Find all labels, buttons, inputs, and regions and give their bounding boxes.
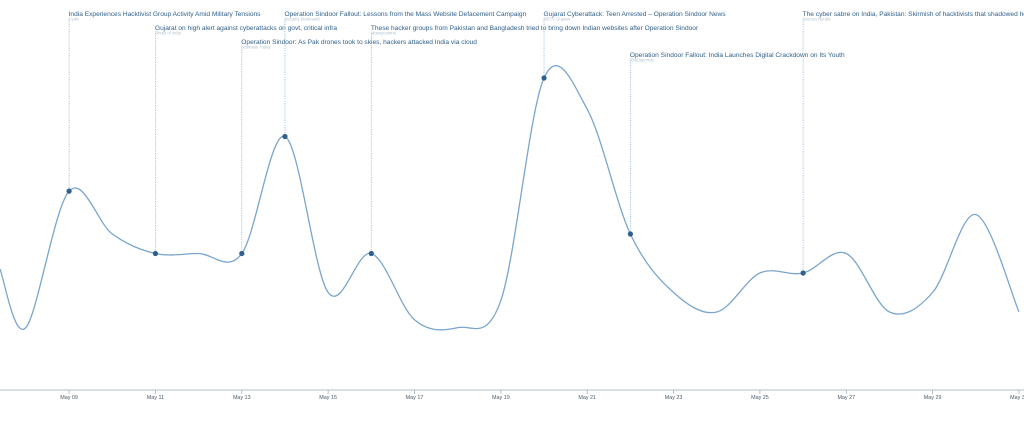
data-point [282,133,288,140]
x-tick-label: May 29 [924,395,942,401]
annotation-title: These hacker groups from Pakistan and Ba… [371,25,699,32]
annotation-source: Security Boulevard [284,17,320,22]
x-tick-label: May 19 [492,395,510,401]
annotation-source: Moneycontrol [371,31,396,36]
x-tick-label: May 09 [60,395,78,401]
annotation-source: Business Today [241,45,271,50]
x-tick-label: May 25 [751,395,769,401]
annotation-title: India Experiences Hacktivist Group Activ… [69,11,262,18]
annotation-source: Deccan Herald [803,17,831,22]
annotation-title: Operation Sindoor Fallout: India Launche… [630,52,845,59]
data-point [627,231,633,237]
annotation-title: The cyber sabre on India, Pakistan: Skir… [803,11,1024,18]
data-point [541,75,547,81]
x-tick-label: May 23 [665,395,683,401]
x-tick-label: May 11 [147,395,164,401]
annotation-title: Operation Sindoor Fallout: Lessons from … [284,11,526,18]
x-tick-label: May 17 [406,395,424,401]
x-tick-label: May 13 [233,395,251,401]
annotation-source: NDTV Gujarat [544,17,571,22]
annotation-source: Cyble [69,17,80,22]
annotation-title: Operation Sindoor: As Pak drones took to… [241,39,477,46]
x-tick-label: May 31 [1010,395,1024,401]
x-tick-label: May 15 [319,395,337,401]
data-point [66,188,72,194]
annotation-title: Gujarat Cyberattack: Teen Arrested – Ope… [544,11,727,18]
data-point [239,250,245,257]
annotation-source: TheDiplomat [630,58,655,63]
annotation-title: Gujarat on high alert against cyberattac… [155,25,337,32]
data-point [368,250,374,257]
x-tick-label: May 21 [578,395,596,401]
data-point [152,250,159,257]
series-line [0,65,1020,331]
x-tick-label: May 27 [837,395,855,401]
data-point [800,270,806,276]
annotation-source: Times of India [155,31,182,36]
